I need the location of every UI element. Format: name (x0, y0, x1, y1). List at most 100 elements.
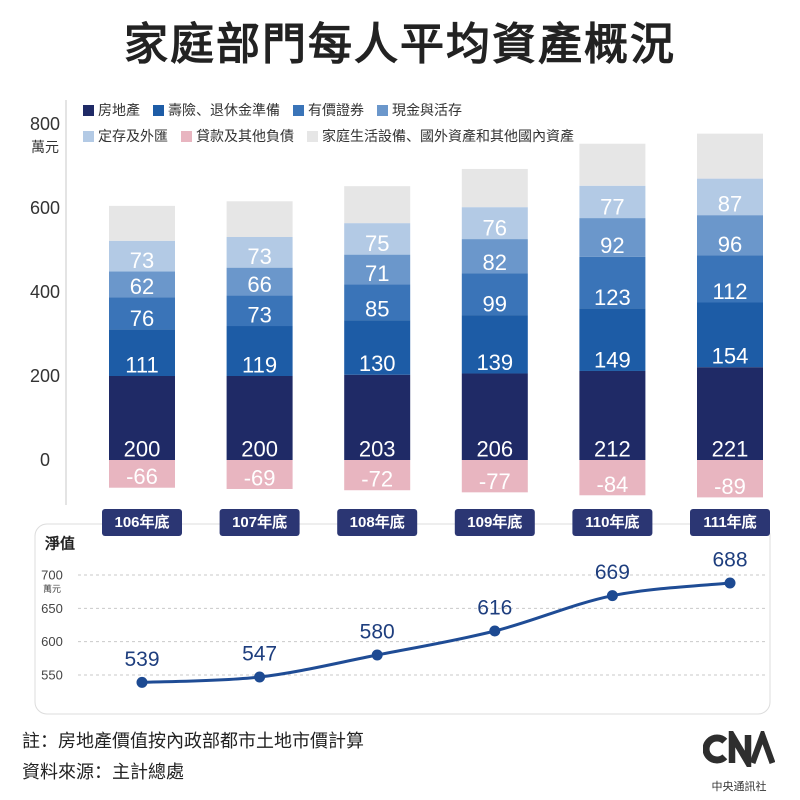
bar-segment-other-assets (344, 186, 411, 224)
line-value-label: 669 (595, 561, 630, 584)
line-point (489, 625, 501, 637)
legend-item-loans-liabilities: 貸款及其他負債 (181, 128, 294, 144)
bar-segment-securities (697, 255, 763, 303)
bar-value-label-real-estate: 203 (359, 437, 396, 462)
x-category-label: 110年底 (585, 513, 639, 531)
y-tick-label: 0 (40, 450, 50, 470)
bar-segment-insurance-pension (344, 320, 411, 375)
bar-value-label-loans-liabilities: -66 (126, 464, 158, 489)
x-category-label: 108年底 (350, 513, 405, 531)
bar-segment-loans-liabilities (344, 460, 411, 491)
logo-letter-n (728, 731, 752, 767)
net-worth-line-chart: 淨值 550 600 650 700 萬元 539 547 580 616 669 688 (41, 535, 765, 688)
bar-segment-securities (461, 273, 528, 316)
line-value-label: 539 (124, 648, 159, 671)
line-gridlines: 550 600 650 700 (41, 568, 765, 683)
bar-segment-real-estate (226, 376, 293, 460)
bar-segment-other-assets (461, 168, 528, 208)
bar-value-label-time-deposits-fx: 76 (483, 216, 507, 241)
x-category-labels: 106年底 107年底 108年底 109年底 110年底 111年底 (102, 509, 770, 536)
bar-segment-other-assets (226, 201, 293, 237)
bar-value-label-loans-liabilities: -72 (361, 467, 393, 492)
cna-logo-mark (703, 731, 775, 767)
bar-value-label-securities: 76 (130, 306, 154, 331)
line-point (136, 676, 148, 688)
bar-value-label-insurance-pension: 149 (594, 347, 631, 372)
bar-segment-real-estate (109, 376, 175, 460)
cna-logo: 中央通訊社 (703, 731, 775, 794)
bar-value-label-loans-liabilities: -84 (597, 472, 629, 497)
bar-segment-cash-deposits (579, 218, 646, 257)
bar-value-label-loans-liabilities: -77 (479, 469, 511, 494)
legend-swatch (377, 104, 388, 116)
x-category-label: 111年底 (703, 513, 756, 531)
bar-segment-loans-liabilities (697, 460, 763, 498)
bar-value-label-time-deposits-fx: 87 (718, 192, 742, 217)
legend-swatch (83, 130, 94, 142)
legend-item-cash-deposits: 現金與活存 (377, 102, 462, 118)
net-worth-title: 淨值 (45, 535, 75, 553)
line-value-labels: 539 547 580 616 669 688 (124, 549, 747, 671)
line-y-tick-label: 700 (41, 568, 63, 583)
legend-item-other-assets: 家庭生活設備、國外資產和其他國內資產 (307, 128, 574, 144)
line-value-label: 688 (712, 549, 747, 572)
line-y-axis-unit: 萬元 (43, 583, 61, 594)
bar-segment-securities (344, 284, 411, 321)
legend-label: 家庭生活設備、國外資產和其他國內資產 (322, 128, 574, 144)
bar-segment-cash-deposits (226, 267, 293, 296)
y-tick-label: 200 (30, 366, 60, 386)
footnote: 註：房地產價值按內政部都市土地市價計算 (22, 731, 364, 751)
x-category-box (219, 509, 300, 536)
x-category-box (454, 509, 535, 536)
bar-value-label-loans-liabilities: -69 (244, 465, 276, 490)
line-y-tick-label: 550 (41, 668, 63, 683)
line-value-label: 616 (477, 597, 512, 620)
bar-value-label-insurance-pension: 111 (125, 353, 158, 378)
bar-segment-cash-deposits (109, 271, 175, 298)
x-category-box (337, 509, 418, 536)
bar-segment-cash-deposits (344, 254, 411, 285)
bar-segment-other-assets (109, 205, 175, 241)
bar-segment-insurance-pension (697, 302, 763, 368)
y-axis-unit: 萬元 (31, 139, 59, 155)
logo-org-name: 中央通訊社 (711, 781, 767, 793)
bar-value-label-cash-deposits: 71 (365, 261, 389, 286)
bar-segment-cash-deposits (461, 239, 528, 274)
x-category-label: 107年底 (232, 513, 287, 531)
bar-segment-time-deposits-fx (697, 178, 763, 216)
legend-label: 壽險、退休金準備 (168, 102, 280, 118)
x-category-label: 106年底 (114, 513, 169, 531)
legend-swatch (153, 104, 164, 116)
bar-segment-time-deposits-fx (344, 223, 411, 255)
bar-value-label-insurance-pension: 130 (359, 351, 396, 376)
bar-segment-insurance-pension (109, 329, 175, 376)
legend-item-securities: 有價證券 (293, 102, 364, 118)
bar-segment-loans-liabilities (579, 460, 646, 496)
bar-segment-securities (579, 256, 646, 309)
bar-value-label-securities: 85 (365, 297, 389, 322)
bar-value-label-time-deposits-fx: 73 (130, 248, 154, 273)
legend: 房地產 壽險、退休金準備 有價證券 現金與活存 定存及外匯 貸款及其他 (83, 102, 587, 154)
legend-swatch (83, 104, 94, 116)
bar-value-label-cash-deposits: 92 (600, 233, 624, 258)
legend-swatch (181, 130, 192, 142)
bar-segment-real-estate (461, 373, 528, 460)
bar-segment-securities (226, 295, 293, 327)
y-tick-label: 600 (30, 198, 60, 218)
bar-value-label-real-estate: 200 (241, 437, 278, 462)
legend-swatch (293, 104, 304, 116)
line-point (724, 577, 736, 589)
bar-segment-cash-deposits (697, 215, 763, 256)
logo-letter-a (749, 731, 775, 765)
bar-value-label-insurance-pension: 154 (712, 344, 749, 369)
legend-label: 有價證券 (308, 102, 364, 118)
bar-value-label-real-estate: 212 (594, 437, 631, 462)
bar-value-labels: 200111766273-66200119736673-692031308571… (124, 192, 749, 499)
bar-value-label-securities: 112 (712, 279, 747, 304)
source-note: 資料來源：主計總處 (22, 762, 184, 782)
bar-value-label-time-deposits-fx: 77 (600, 195, 624, 220)
bar-segment-loans-liabilities (226, 460, 293, 489)
legend-item-real-estate: 房地產 (83, 102, 140, 118)
